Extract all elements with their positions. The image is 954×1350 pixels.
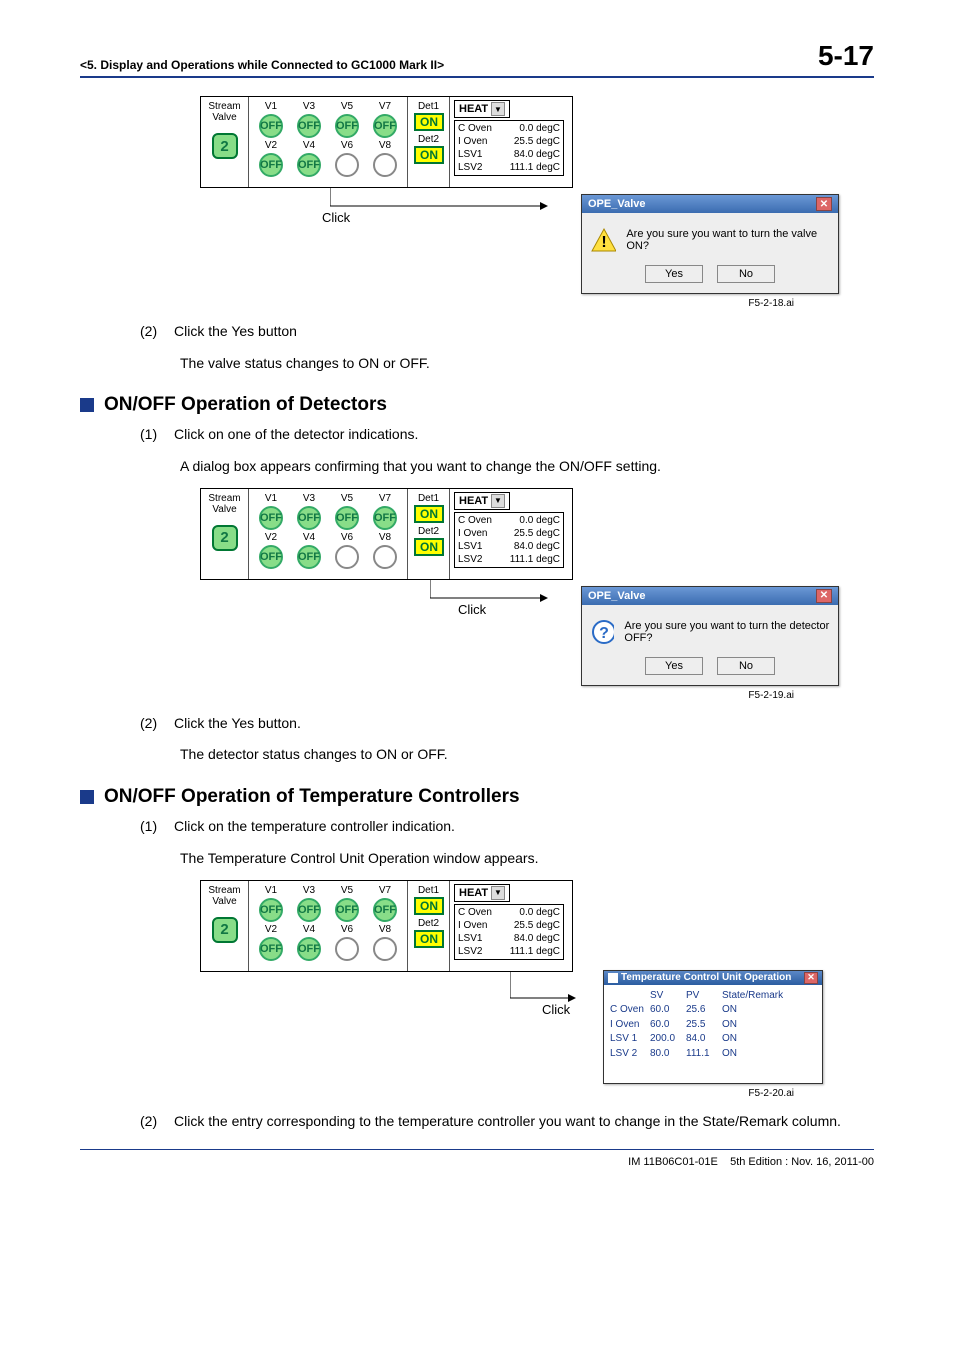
heat-cell: HEAT ▼ C Oven0.0 degC I Oven25.5 degC LS… bbox=[450, 97, 572, 187]
tcu-row[interactable]: I Oven60.025.5ON bbox=[610, 1018, 816, 1033]
header-chapter: <5. Display and Operations while Connect… bbox=[80, 58, 444, 72]
valve-v4[interactable]: OFF bbox=[297, 153, 321, 177]
figure-ref: F5-2-19.ai bbox=[80, 690, 794, 701]
tcu-window: Temperature Control Unit Operation ✕ SV … bbox=[603, 970, 823, 1085]
page-header: <5. Display and Operations while Connect… bbox=[80, 40, 874, 78]
window-icon bbox=[608, 973, 618, 983]
svg-text:!: ! bbox=[601, 234, 606, 251]
stream-number[interactable]: 2 bbox=[212, 133, 238, 159]
chevron-down-icon[interactable]: ▼ bbox=[491, 102, 505, 116]
yes-button[interactable]: Yes bbox=[645, 265, 703, 283]
dialog-title: OPE_Valve bbox=[588, 198, 646, 210]
question-icon: ? bbox=[590, 619, 614, 645]
figure-temp: Stream Valve 2 V1 V3 V5 V7 OFF OFF OFF O… bbox=[200, 880, 874, 1085]
close-icon[interactable]: ✕ bbox=[804, 972, 818, 984]
tcu-title: Temperature Control Unit Operation bbox=[621, 972, 791, 983]
detector-cell: Det1 ON Det2 ON bbox=[408, 97, 450, 187]
heat-dropdown[interactable]: HEAT ▼ bbox=[454, 492, 510, 510]
status-panel: Stream Valve 2 V1 V3 V5 V7 OFF OFF OFF O… bbox=[200, 488, 573, 580]
arrow-icon bbox=[330, 188, 550, 218]
tcu-header: SV PV State/Remark bbox=[610, 989, 816, 1004]
step-2: (2)Click the Yes button bbox=[140, 321, 874, 343]
valve-v5[interactable]: OFF bbox=[335, 114, 359, 138]
no-button[interactable]: No bbox=[717, 657, 775, 675]
stream-number[interactable]: 2 bbox=[212, 917, 238, 943]
step-t1-sub: The Temperature Control Unit Operation w… bbox=[180, 848, 874, 870]
step-d2-sub: The detector status changes to ON or OFF… bbox=[180, 744, 874, 766]
figure-valve: Stream Valve 2 V1 V3 V5 V7 OFF OFF OFF O… bbox=[200, 96, 874, 294]
close-icon[interactable]: ✕ bbox=[816, 197, 832, 211]
dialog-title: OPE_Valve bbox=[588, 590, 646, 602]
stream-cell: Stream Valve 2 bbox=[201, 97, 249, 187]
valves-cell: V1 V3 V5 V7 OFF OFF OFF OFF V2 V4 V6 V8 … bbox=[249, 97, 408, 187]
chevron-down-icon[interactable]: ▼ bbox=[491, 886, 505, 900]
heat-dropdown[interactable]: HEAT ▼ bbox=[454, 884, 510, 902]
chevron-down-icon[interactable]: ▼ bbox=[491, 494, 505, 508]
step-d2: (2)Click the Yes button. bbox=[140, 713, 874, 735]
dialog-valve: OPE_Valve ✕ ! Are you sure you want to t… bbox=[581, 194, 839, 294]
det1[interactable]: ON bbox=[414, 505, 444, 523]
det2[interactable]: ON bbox=[414, 146, 444, 164]
tcu-row[interactable]: LSV 280.0111.1ON bbox=[610, 1047, 816, 1062]
section-temp: ON/OFF Operation of Temperature Controll… bbox=[80, 786, 874, 808]
valve-v8[interactable] bbox=[373, 153, 397, 177]
step-d1-sub: A dialog box appears confirming that you… bbox=[180, 456, 874, 478]
stream-number[interactable]: 2 bbox=[212, 525, 238, 551]
valve-v1[interactable]: OFF bbox=[259, 114, 283, 138]
dialog-message: Are you sure you want to turn the detect… bbox=[624, 620, 830, 644]
status-panel: Stream Valve 2 V1 V3 V5 V7 OFF OFF OFF O… bbox=[200, 880, 573, 972]
figure-ref: F5-2-18.ai bbox=[80, 298, 794, 309]
click-label: Click bbox=[322, 210, 350, 225]
bullet-icon bbox=[80, 398, 94, 412]
no-button[interactable]: No bbox=[717, 265, 775, 283]
dialog-message: Are you sure you want to turn the valve … bbox=[626, 228, 830, 252]
page-footer: IM 11B06C01-01E 5th Edition : Nov. 16, 2… bbox=[80, 1149, 874, 1168]
figure-ref: F5-2-20.ai bbox=[80, 1088, 794, 1099]
warning-icon: ! bbox=[590, 227, 616, 253]
click-label: Click bbox=[458, 602, 486, 617]
figure-detector: Stream Valve 2 V1 V3 V5 V7 OFF OFF OFF O… bbox=[200, 488, 874, 686]
temp-readings[interactable]: C Oven0.0 degC I Oven25.5 degC LSV184.0 … bbox=[454, 120, 564, 176]
step-2-sub: The valve status changes to ON or OFF. bbox=[180, 353, 874, 375]
arrow-icon bbox=[430, 580, 550, 614]
step-t1: (1)Click on the temperature controller i… bbox=[140, 816, 874, 838]
heat-dropdown[interactable]: HEAT ▼ bbox=[454, 100, 510, 118]
det1[interactable]: ON bbox=[414, 113, 444, 131]
tcu-row[interactable]: LSV 1200.084.0ON bbox=[610, 1032, 816, 1047]
click-label: Click bbox=[542, 1002, 570, 1017]
tcu-row[interactable]: C Oven60.025.6ON bbox=[610, 1003, 816, 1018]
bullet-icon bbox=[80, 790, 94, 804]
yes-button[interactable]: Yes bbox=[645, 657, 703, 675]
det2[interactable]: ON bbox=[414, 538, 444, 556]
step-t2: (2)Click the entry corresponding to the … bbox=[140, 1111, 874, 1133]
close-icon[interactable]: ✕ bbox=[816, 589, 832, 603]
step-d1: (1)Click on one of the detector indicati… bbox=[140, 424, 874, 446]
section-detectors: ON/OFF Operation of Detectors bbox=[80, 394, 874, 416]
valve-v3[interactable]: OFF bbox=[297, 114, 321, 138]
status-panel: Stream Valve 2 V1 V3 V5 V7 OFF OFF OFF O… bbox=[200, 96, 573, 188]
valve-v2[interactable]: OFF bbox=[259, 153, 283, 177]
valve-v7[interactable]: OFF bbox=[373, 114, 397, 138]
dialog-detector: OPE_Valve ✕ ? Are you sure you want to t… bbox=[581, 586, 839, 686]
page-number: 5-17 bbox=[818, 40, 874, 72]
valve-v6[interactable] bbox=[335, 153, 359, 177]
svg-text:?: ? bbox=[599, 625, 609, 642]
